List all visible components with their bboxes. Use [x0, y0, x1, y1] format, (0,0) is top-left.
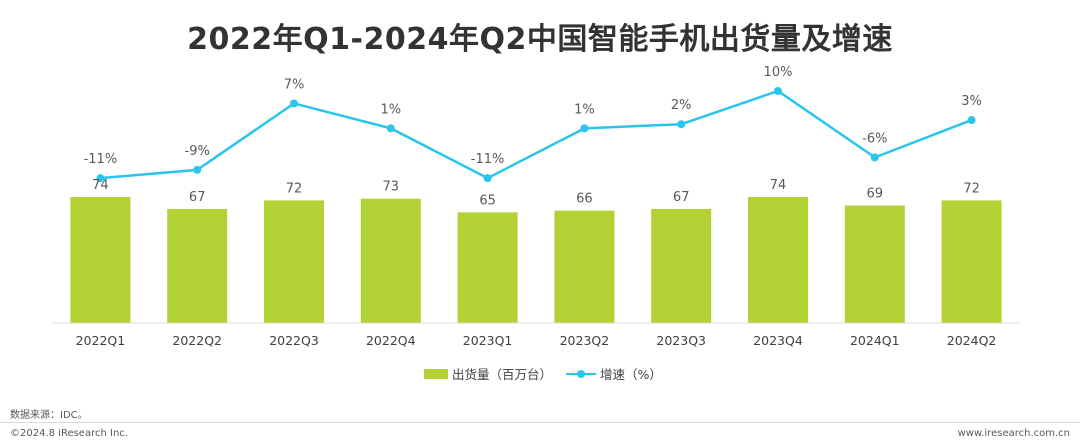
growth-point-2023Q3 [677, 120, 686, 129]
chart-title: 2022年Q1-2024年Q2中国智能手机出货量及增速 [187, 22, 893, 57]
legend: 出货量（百万台） 增速（%） [0, 364, 1080, 384]
bar-2022Q1 [70, 197, 131, 323]
legend-label-growth: 增速（%） [600, 367, 662, 382]
website: www.iresearch.com.cn [957, 428, 1070, 439]
data-source: 数据来源：IDC。 [10, 410, 88, 421]
growth-rate-label: 10% [764, 65, 793, 80]
x-tick-label: 2023Q4 [753, 333, 803, 348]
growth-point-2023Q2 [580, 124, 589, 133]
growth-rate-label: 2% [671, 98, 692, 113]
footer-divider [0, 422, 1080, 423]
bar-2023Q4 [748, 197, 808, 323]
x-tick-label: 2022Q1 [76, 333, 126, 348]
growth-point-2022Q1 [96, 174, 105, 183]
bar-2022Q4 [360, 198, 421, 323]
x-tick-label: 2023Q3 [656, 333, 706, 348]
growth-rate-label: 3% [961, 94, 982, 109]
bar-2023Q1 [457, 212, 518, 323]
bar-value-label: 67 [189, 190, 206, 205]
bar-value-label: 74 [92, 178, 109, 193]
growth-point-2024Q1 [870, 153, 879, 162]
bar-2022Q2 [167, 208, 228, 323]
growth-point-2023Q1 [483, 174, 492, 183]
bar-2024Q2 [941, 200, 1002, 323]
growth-rate-line [100, 89, 973, 180]
growth-point-2022Q4 [386, 124, 395, 133]
growth-point-2022Q3 [290, 99, 298, 108]
bar-value-label: 72 [963, 181, 980, 196]
line-group [96, 87, 976, 183]
bar-value-label: 69 [867, 187, 884, 202]
bar-value-label: 73 [383, 180, 400, 195]
bar-value-label: 67 [673, 190, 690, 205]
bar-value-label: 66 [576, 192, 593, 207]
x-tick-label: 2023Q1 [463, 333, 513, 348]
bar-2022Q3 [264, 200, 324, 323]
bar-2023Q3 [651, 208, 712, 323]
legend-item-shipments: 出货量（百万台） [424, 364, 552, 383]
growth-rate-label: -11% [84, 152, 118, 167]
bar-value-label: 74 [770, 178, 787, 193]
x-tick-label: 2022Q3 [269, 333, 319, 348]
growth-rate-label: 7% [284, 77, 305, 92]
legend-swatch-bar [424, 368, 448, 379]
legend-label-shipments: 出货量（百万台） [452, 367, 553, 382]
x-tick-label: 2024Q1 [850, 333, 900, 348]
growth-rate-label: -6% [862, 131, 887, 146]
growth-rate-label: -9% [185, 144, 210, 159]
bar-2024Q1 [844, 205, 905, 323]
x-tick-label: 2022Q4 [366, 333, 416, 348]
growth-point-2022Q2 [193, 165, 202, 174]
bars-group [70, 197, 1002, 323]
growth-rate-label: 1% [380, 102, 401, 117]
legend-swatch-line [566, 369, 596, 379]
labels-group: 74 2022Q1 -11% 67 2022Q2 -9% 72 2022Q3 7% 73 2022Q… [76, 65, 997, 348]
growth-point-2024Q2 [967, 116, 976, 125]
copyright: ©2024.8 iResearch Inc. [10, 428, 128, 439]
chart-canvas: 74 2022Q1 -11% 67 2022Q2 -9% 72 2022Q3 7% 73 2022Q… [52, 65, 1020, 348]
bar-value-label: 65 [479, 193, 496, 208]
growth-rate-label: 1% [574, 102, 595, 117]
growth-point-2023Q4 [774, 87, 782, 95]
x-tick-label: 2022Q2 [172, 333, 222, 348]
legend-item-growth: 增速（%） [566, 364, 662, 383]
bar-2023Q2 [554, 210, 615, 323]
x-tick-label: 2023Q2 [560, 333, 610, 348]
x-tick-label: 2024Q2 [947, 333, 997, 348]
growth-rate-label: -11% [471, 152, 505, 167]
bar-value-label: 72 [286, 181, 303, 196]
